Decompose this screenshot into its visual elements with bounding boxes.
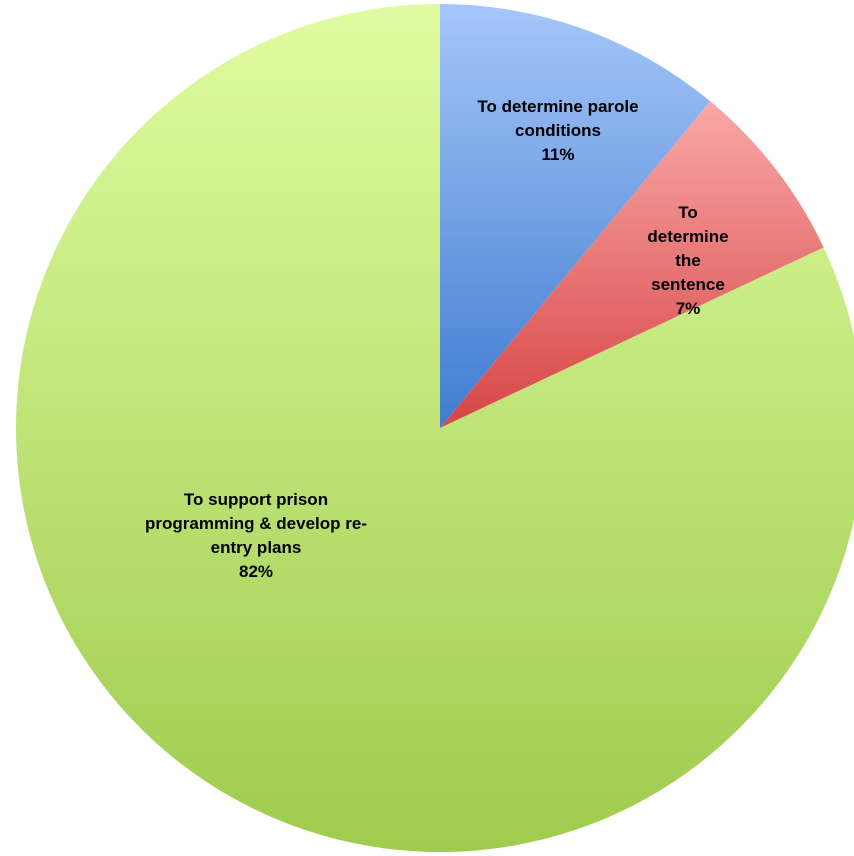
- slice-label-line: To: [678, 203, 698, 222]
- slice-label-line: entry plans: [211, 538, 302, 557]
- slice-value-label: 7%: [676, 299, 701, 318]
- pie-labels: To determine parole conditions 11% To determ…: [145, 97, 729, 581]
- slice-label-line: To support prison: [184, 490, 328, 509]
- slice-label-1: To determine the sentence 7%: [647, 203, 728, 318]
- pie-slice-2: [16, 4, 854, 852]
- pie-slices: [16, 4, 854, 852]
- slice-value-label: 82%: [239, 562, 273, 581]
- pie-slice-1: [440, 101, 824, 429]
- slice-label-line: the: [675, 251, 701, 270]
- slice-label-0: To determine parole conditions 11%: [477, 97, 638, 164]
- slice-label-line: determine: [647, 227, 728, 246]
- slice-label-line: conditions: [515, 121, 601, 140]
- pie-slice-0: [440, 4, 711, 428]
- slice-value-label: 11%: [541, 145, 574, 164]
- slice-label-line: programming & develop re-: [145, 514, 367, 533]
- slice-label-2: To support prison programming & develop r…: [145, 490, 367, 581]
- slice-label-line: To determine parole: [477, 97, 638, 116]
- slice-label-line: sentence: [651, 275, 725, 294]
